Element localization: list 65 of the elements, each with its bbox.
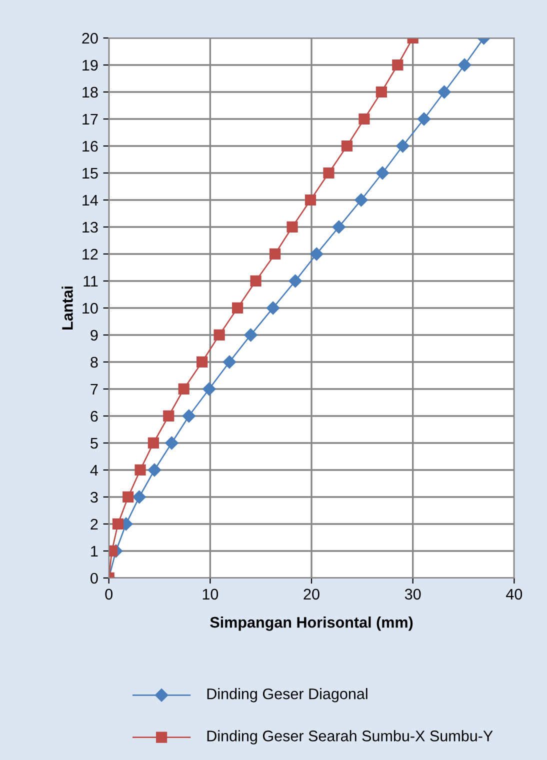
- point: [310, 247, 324, 261]
- point: [376, 166, 390, 180]
- y-axis-title: Lantai: [62, 286, 73, 330]
- point: [112, 518, 124, 530]
- y-tick-label: 17: [82, 114, 98, 125]
- point: [417, 112, 431, 126]
- legend-label: Dinding Geser Diagonal: [207, 688, 368, 702]
- y-tick-label: 13: [82, 222, 98, 233]
- point: [392, 59, 404, 71]
- point: [250, 275, 262, 287]
- point: [354, 193, 368, 207]
- point: [286, 221, 298, 233]
- point: [376, 86, 387, 98]
- point: [202, 382, 216, 396]
- y-tick-label: 10: [82, 302, 98, 314]
- y-tick-label: 6: [90, 410, 98, 422]
- point: [341, 140, 353, 152]
- x-axis-title: Simpangan Horisontal (mm): [210, 616, 413, 631]
- point: [222, 355, 236, 369]
- point: [132, 490, 146, 504]
- y-tick-label: 16: [82, 140, 98, 152]
- y-tick-label: 3: [90, 492, 98, 503]
- point: [332, 220, 346, 234]
- y-tick-label: 0: [90, 572, 98, 584]
- point: [182, 409, 196, 423]
- point: [165, 436, 178, 450]
- point: [266, 301, 280, 315]
- point: [163, 410, 174, 422]
- point: [304, 194, 316, 206]
- point: [323, 167, 334, 179]
- point: [214, 329, 225, 341]
- y-tick-label: 19: [82, 60, 98, 71]
- y-tick-label: 11: [84, 276, 98, 287]
- point: [148, 463, 162, 477]
- point: [244, 328, 258, 342]
- y-tick-label: 9: [90, 330, 98, 341]
- y-tick-label: 5: [90, 438, 98, 449]
- y-tick-label: 2: [90, 518, 98, 530]
- y-tick-label: 14: [82, 195, 98, 206]
- y-tick-label: 4: [90, 465, 98, 476]
- x-tick-label: 0: [105, 588, 113, 600]
- y-tick-label: 1: [91, 546, 98, 557]
- y-tick-label: 18: [82, 86, 98, 98]
- y-tick-label: 8: [90, 356, 98, 368]
- point: [458, 58, 472, 72]
- point: [148, 437, 159, 449]
- x-tick-label: 40: [506, 588, 522, 600]
- point: [178, 383, 190, 395]
- x-tick-label: 20: [304, 588, 320, 600]
- point: [396, 139, 410, 153]
- y-tick-label: 7: [90, 384, 98, 395]
- point: [122, 491, 134, 503]
- y-tick-label: 12: [82, 248, 98, 260]
- point: [232, 302, 244, 314]
- point: [288, 274, 302, 288]
- y-tick-label: 15: [82, 168, 98, 179]
- legend-label: Dinding Geser Searah Sumbu-X Sumbu-Y: [207, 730, 493, 744]
- x-tick-label: 30: [404, 588, 421, 600]
- x-tick-label: 10: [202, 588, 218, 600]
- point: [438, 85, 451, 99]
- point: [269, 248, 281, 260]
- y-tick-label: 20: [82, 32, 98, 44]
- point: [134, 464, 146, 476]
- point: [358, 113, 370, 125]
- point: [196, 356, 208, 368]
